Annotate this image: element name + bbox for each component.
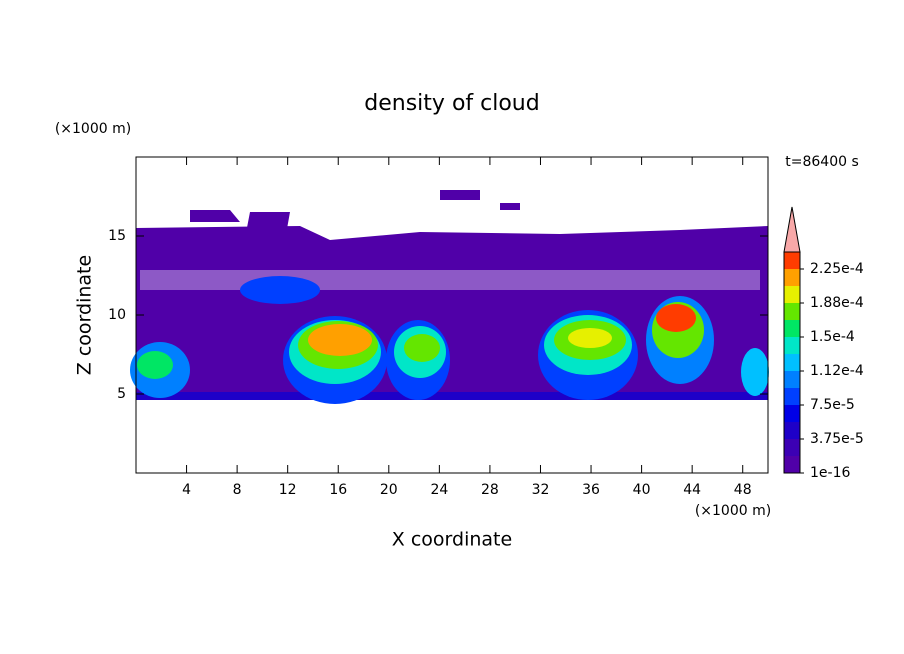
colorbar-band bbox=[784, 439, 800, 456]
y-tick-label: 15 bbox=[108, 228, 126, 244]
colorbar-band bbox=[784, 320, 800, 337]
x-tick-label: 44 bbox=[683, 482, 701, 498]
x-tick-label: 48 bbox=[734, 482, 752, 498]
colorbar-band bbox=[784, 422, 800, 439]
x-tick-label: 20 bbox=[380, 482, 398, 498]
contour-region bbox=[656, 304, 696, 332]
colorbar-tick-label: 3.75e-5 bbox=[810, 431, 864, 447]
colorbar-tick-label: 7.5e-5 bbox=[810, 397, 855, 413]
colorbar-tick-label: 1.12e-4 bbox=[810, 363, 864, 379]
x-axis-label: X coordinate bbox=[392, 529, 512, 551]
contour-region bbox=[308, 324, 372, 356]
x-tick-label: 40 bbox=[633, 482, 651, 498]
x-tick-label: 12 bbox=[279, 482, 297, 498]
colorbar-band bbox=[784, 354, 800, 371]
contour-region bbox=[136, 392, 768, 400]
colorbar-band bbox=[784, 388, 800, 405]
chart-title: density of cloud bbox=[364, 91, 539, 116]
time-label: t=86400 s bbox=[785, 154, 859, 170]
colorbar-band bbox=[784, 405, 800, 422]
contour-field bbox=[130, 190, 769, 404]
colorbar-band bbox=[784, 286, 800, 303]
y-tick-label: 10 bbox=[108, 307, 126, 323]
contour-region bbox=[568, 328, 612, 348]
colorbar-band bbox=[784, 371, 800, 388]
x-tick-label: 4 bbox=[182, 482, 191, 498]
colorbar-band bbox=[784, 337, 800, 354]
y-unit: (×1000 m) bbox=[55, 121, 131, 137]
contour-region bbox=[190, 190, 520, 240]
x-tick-label: 8 bbox=[233, 482, 242, 498]
colorbar-tick-label: 1e-16 bbox=[810, 465, 850, 481]
colorbar-band bbox=[784, 303, 800, 320]
x-tick-label: 36 bbox=[582, 482, 600, 498]
colorbar-band bbox=[784, 252, 800, 269]
colorbar-band bbox=[784, 269, 800, 286]
x-tick-label: 16 bbox=[329, 482, 347, 498]
contour-region bbox=[741, 348, 769, 396]
colorbar-tick-label: 2.25e-4 bbox=[810, 261, 864, 277]
colorbar-tick-label: 1.88e-4 bbox=[810, 295, 864, 311]
contour-gap bbox=[140, 270, 760, 290]
colorbar-band bbox=[784, 456, 800, 473]
x-tick-label: 24 bbox=[430, 482, 448, 498]
x-unit: (×1000 m) bbox=[695, 503, 771, 519]
colorbar-frame bbox=[783, 251, 801, 474]
y-tick-label: 5 bbox=[117, 386, 126, 402]
contour-region bbox=[137, 351, 173, 379]
x-tick-label: 28 bbox=[481, 482, 499, 498]
contour-region bbox=[404, 334, 440, 362]
x-tick-label: 32 bbox=[532, 482, 550, 498]
contour-region bbox=[240, 276, 320, 304]
colorbar-tick-label: 1.5e-4 bbox=[810, 329, 855, 345]
y-axis-label: Z coordinate bbox=[74, 255, 96, 375]
